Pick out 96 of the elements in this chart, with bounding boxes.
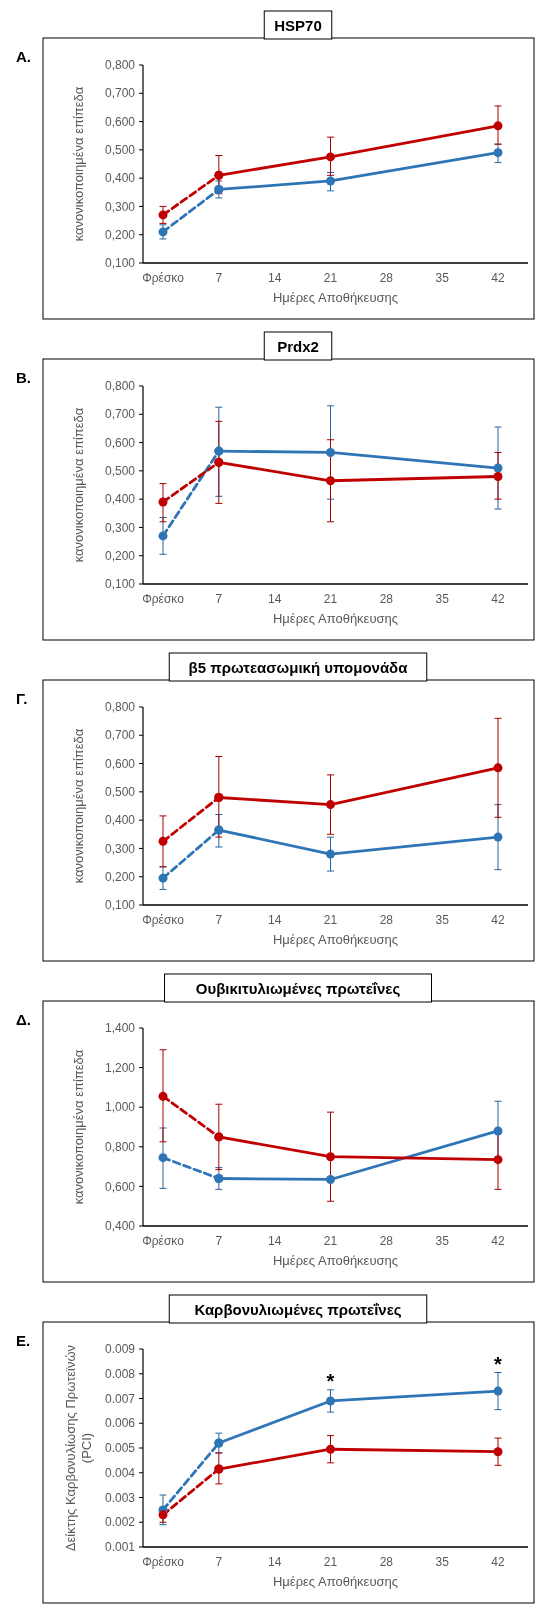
x-tick-label: 42 xyxy=(491,271,505,285)
y-tick-label: 0,600 xyxy=(104,114,136,129)
y-tick-label: 0.001 xyxy=(104,1540,136,1555)
text: Δ. xyxy=(16,1011,31,1028)
text: A. xyxy=(16,48,31,65)
x-tick-label: Φρέσκο xyxy=(142,913,185,927)
y-axis-title: Δείκτης Καρβονυλίωσης Πρωτεϊνών (PCI) xyxy=(63,1344,94,1552)
y-tick-label: 0,800 xyxy=(104,58,136,73)
y-axis-title: κανονικοποιημένα επίπεδα xyxy=(71,86,86,242)
x-tick-label: 35 xyxy=(435,1555,450,1569)
y-tick-label: 0,500 xyxy=(104,785,136,800)
y-tick-label: 0,800 xyxy=(104,379,136,394)
y-tick-label: 0,700 xyxy=(104,407,136,422)
y-tick-label: 0,400 xyxy=(104,171,136,186)
x-tick-label: 21 xyxy=(323,592,338,606)
x-axis-title: Ημέρες Αποθήκευσης xyxy=(272,932,399,947)
x-axis-title: Ημέρες Αποθήκευσης xyxy=(272,1253,399,1268)
x-tick-label: 42 xyxy=(491,913,505,927)
chart-title: β5 πρωτεασωμική υπομονάδα xyxy=(188,659,409,676)
chart-title: Ουβικιτυλιωμένες πρωτεΐνες xyxy=(195,980,401,997)
x-tick-label: 21 xyxy=(323,1555,338,1569)
y-tick-label: 0,200 xyxy=(104,227,136,242)
x-axis-title: Ημέρες Αποθήκευσης xyxy=(272,1574,399,1589)
y-tick-label: 0.009 xyxy=(104,1342,136,1357)
y-tick-label: 0,400 xyxy=(104,813,136,828)
x-tick-label: 28 xyxy=(379,271,394,285)
x-tick-label: 35 xyxy=(435,271,450,285)
x-tick-label: 7 xyxy=(215,1234,223,1248)
chart-title: HSP70 xyxy=(274,17,322,34)
y-tick-label: 0,500 xyxy=(104,143,136,158)
text: Γ. xyxy=(16,690,28,707)
y-axis-title: κανονικοποιημένα επίπεδα xyxy=(71,407,86,563)
y-axis-title: κανονικοποιημένα επίπεδα xyxy=(71,728,86,884)
y-tick-label: 0,600 xyxy=(104,435,136,450)
y-tick-label: 0,100 xyxy=(104,256,136,271)
y-tick-label: 0,300 xyxy=(104,520,136,535)
chart-title: Καρβονυλιωμένες πρωτεΐνες xyxy=(194,1301,402,1318)
y-tick-label: 0.008 xyxy=(104,1366,136,1381)
annotation: * xyxy=(494,1352,503,1375)
y-tick-label: 0,200 xyxy=(104,548,136,563)
text: E. xyxy=(16,1332,31,1349)
x-tick-label: 42 xyxy=(491,1555,505,1569)
y-tick-label: 0.007 xyxy=(104,1391,136,1406)
y-tick-label: 0.004 xyxy=(104,1465,136,1480)
x-tick-label: Φρέσκο xyxy=(142,1555,185,1569)
y-tick-label: 0,400 xyxy=(104,492,136,507)
x-tick-label: 14 xyxy=(267,271,282,285)
x-tick-label: 28 xyxy=(379,1234,394,1248)
x-tick-label: 21 xyxy=(323,271,338,285)
x-tick-label: 14 xyxy=(267,592,282,606)
x-tick-label: 42 xyxy=(491,1234,505,1248)
y-tick-label: 0.003 xyxy=(104,1490,136,1505)
x-tick-label: 35 xyxy=(435,592,450,606)
text: B. xyxy=(16,369,31,386)
x-tick-label: 7 xyxy=(215,1555,223,1569)
annotation: * xyxy=(326,1369,335,1392)
y-tick-label: 0,200 xyxy=(104,869,136,884)
x-tick-label: 21 xyxy=(323,1234,338,1248)
y-tick-label: 0,100 xyxy=(104,898,136,913)
y-tick-label: 0,400 xyxy=(104,1219,136,1234)
y-tick-label: 0,300 xyxy=(104,199,136,214)
x-tick-label: 14 xyxy=(267,913,282,927)
y-tick-label: 0,700 xyxy=(104,728,136,743)
y-tick-label: 0,600 xyxy=(104,756,136,771)
x-tick-label: 28 xyxy=(379,913,394,927)
x-tick-label: Φρέσκο xyxy=(142,592,185,606)
x-tick-label: 7 xyxy=(215,913,223,927)
y-tick-label: 0,100 xyxy=(104,577,136,592)
y-tick-label: 0,700 xyxy=(104,86,136,101)
x-tick-label: Φρέσκο xyxy=(142,271,185,285)
x-tick-label: 28 xyxy=(379,592,394,606)
x-tick-label: 35 xyxy=(435,913,450,927)
y-tick-label: 0.005 xyxy=(104,1441,136,1456)
x-tick-label: 21 xyxy=(323,913,338,927)
y-tick-label: 0.006 xyxy=(104,1416,136,1431)
chart-title: Prdx2 xyxy=(277,338,319,355)
y-tick-label: 0,800 xyxy=(104,700,136,715)
x-tick-label: 7 xyxy=(215,271,223,285)
x-tick-label: Φρέσκο xyxy=(142,1234,185,1248)
x-axis-title: Ημέρες Αποθήκευσης xyxy=(272,611,399,626)
y-axis-title: κανονικοποιημένα επίπεδα xyxy=(71,1049,86,1205)
y-tick-label: 0,600 xyxy=(104,1179,136,1194)
x-tick-label: 42 xyxy=(491,592,505,606)
y-tick-label: 0,800 xyxy=(104,1140,136,1154)
y-tick-label: 0,500 xyxy=(104,464,136,479)
x-tick-label: 14 xyxy=(267,1234,282,1248)
x-tick-label: 14 xyxy=(267,1555,282,1569)
y-tick-label: 1,000 xyxy=(104,1100,136,1115)
y-tick-label: 0,300 xyxy=(104,841,136,856)
x-tick-label: 7 xyxy=(215,592,223,606)
y-tick-label: 1,200 xyxy=(104,1060,136,1075)
y-tick-label: 0.002 xyxy=(104,1515,136,1530)
y-tick-label: 1,400 xyxy=(104,1021,136,1036)
x-tick-label: 35 xyxy=(435,1234,450,1248)
x-axis-title: Ημέρες Αποθήκευσης xyxy=(272,290,399,305)
x-tick-label: 28 xyxy=(379,1555,394,1569)
